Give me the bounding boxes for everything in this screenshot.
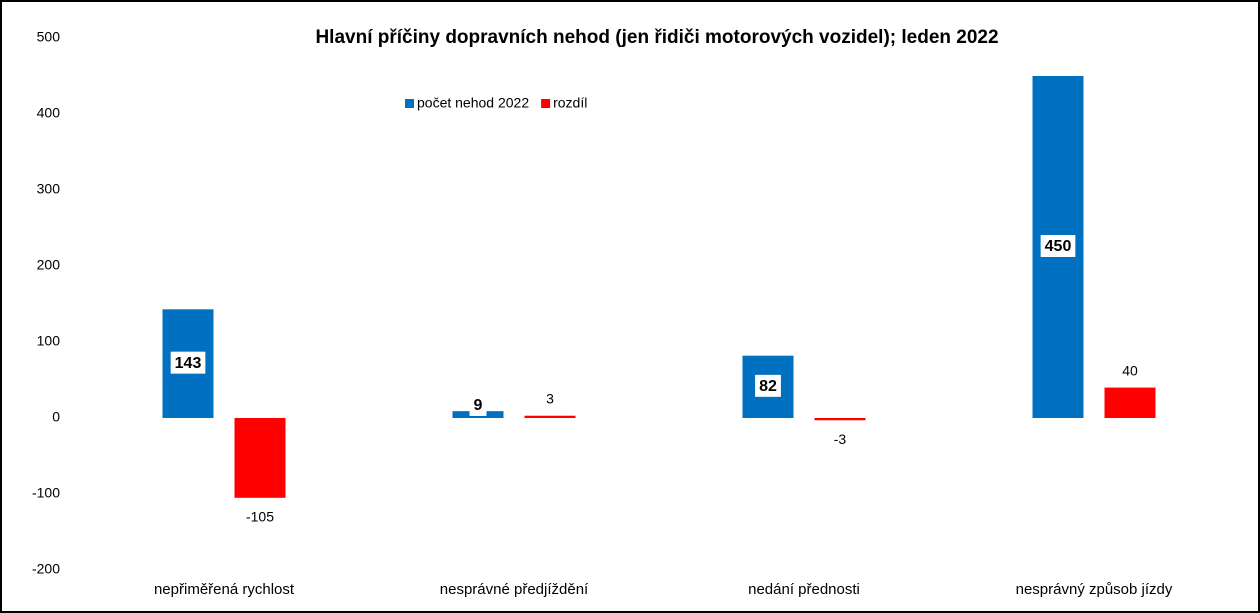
value-label: -105 <box>246 509 274 525</box>
value-label-box <box>755 374 781 397</box>
value-label-box <box>469 394 487 416</box>
x-tick-label: nesprávný způsob jízdy <box>1016 581 1173 598</box>
value-label: 3 <box>546 390 554 406</box>
value-label: 82 <box>759 378 777 395</box>
value-label: 40 <box>1122 362 1138 378</box>
legend-swatch <box>405 99 414 108</box>
bar <box>524 415 576 418</box>
chart-title: Hlavní příčiny dopravních nehod (jen řid… <box>315 27 998 48</box>
y-tick-label: 100 <box>37 333 61 349</box>
x-tick-label: nedání přednosti <box>748 581 860 598</box>
value-label: 450 <box>1045 238 1072 255</box>
y-tick-label: 0 <box>52 409 60 425</box>
value-label: 143 <box>175 355 202 372</box>
bar <box>234 418 286 498</box>
value-label-box <box>170 351 206 374</box>
y-tick-label: 200 <box>37 257 61 273</box>
y-tick-label: -200 <box>32 561 60 577</box>
x-tick-label: nesprávné předjíždění <box>440 581 589 598</box>
y-tick-label: 300 <box>37 181 61 197</box>
x-tick-label: nepřiměřená rychlost <box>154 581 295 598</box>
legend-swatch <box>541 99 551 108</box>
bar <box>1104 387 1156 418</box>
y-tick-label: 500 <box>37 29 61 45</box>
legend-label: počet nehod 2022 <box>417 95 529 111</box>
value-label-box <box>1040 235 1076 257</box>
bar <box>814 418 866 421</box>
value-label: 9 <box>474 397 483 414</box>
value-label: -3 <box>834 431 847 447</box>
y-tick-label: 400 <box>37 105 61 121</box>
y-tick-label: -100 <box>32 485 60 501</box>
legend-label: rozdíl <box>553 95 587 111</box>
